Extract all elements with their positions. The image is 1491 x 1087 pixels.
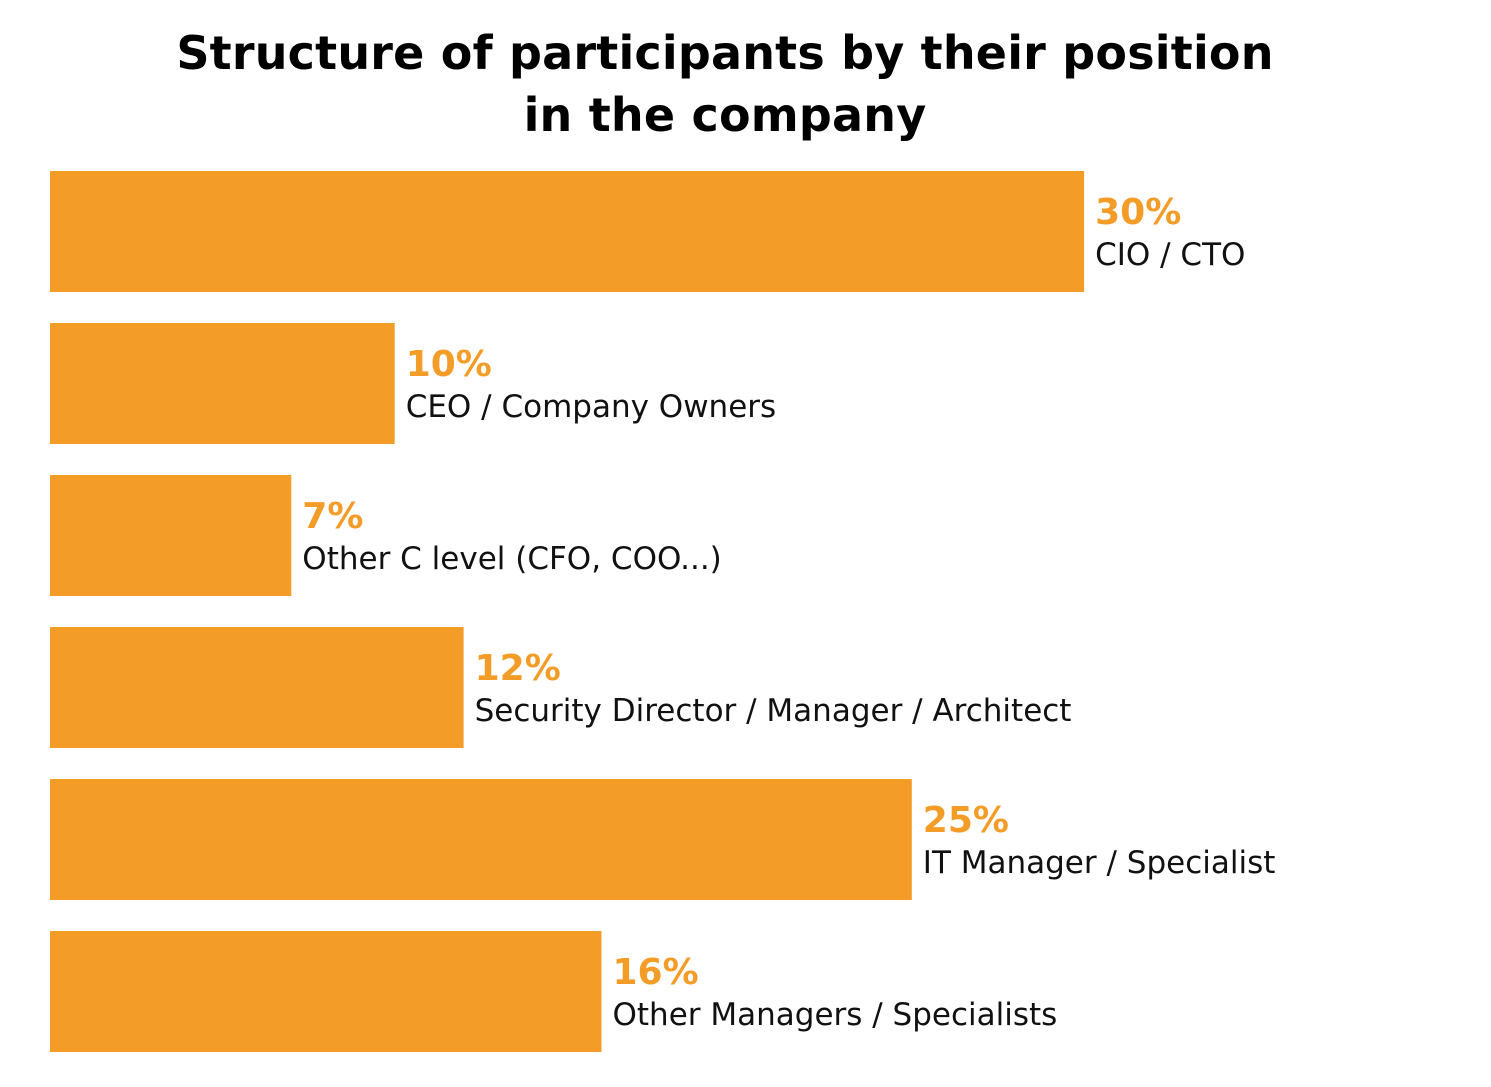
- bars-group: [50, 171, 1085, 1052]
- bar-category-label: CIO / CTO: [1095, 237, 1245, 273]
- bar-category-label: Other C level (CFO, COO...): [302, 541, 721, 577]
- bar-value-label: 30%: [1095, 192, 1181, 233]
- bar: [50, 171, 1085, 292]
- bar-value-label: 7%: [302, 496, 363, 537]
- bar: [50, 931, 602, 1052]
- bar-value-label: 12%: [475, 648, 561, 689]
- chart-title: Structure of participants by their posit…: [0, 22, 1450, 146]
- bar-value-label: 16%: [613, 952, 699, 993]
- bar-category-label: CEO / Company Owners: [406, 389, 777, 425]
- bar-value-label: 25%: [923, 800, 1009, 841]
- bar-category-label: Other Managers / Specialists: [613, 997, 1058, 1033]
- bar-category-label: Security Director / Manager / Architect: [475, 693, 1072, 729]
- labels-group: 30% CIO / CTO 10% CEO / Company Owners 7% Oth…: [302, 192, 1275, 1033]
- bar-category-label: IT Manager / Specialist: [923, 845, 1276, 881]
- bar: [50, 779, 912, 900]
- bar: [50, 627, 464, 748]
- bar-value-label: 10%: [406, 344, 492, 385]
- bar: [50, 323, 395, 444]
- chart-title-line-2: in the company: [523, 88, 927, 142]
- bar: [50, 475, 292, 596]
- chart-title-line-1: Structure of participants by their posit…: [176, 26, 1274, 80]
